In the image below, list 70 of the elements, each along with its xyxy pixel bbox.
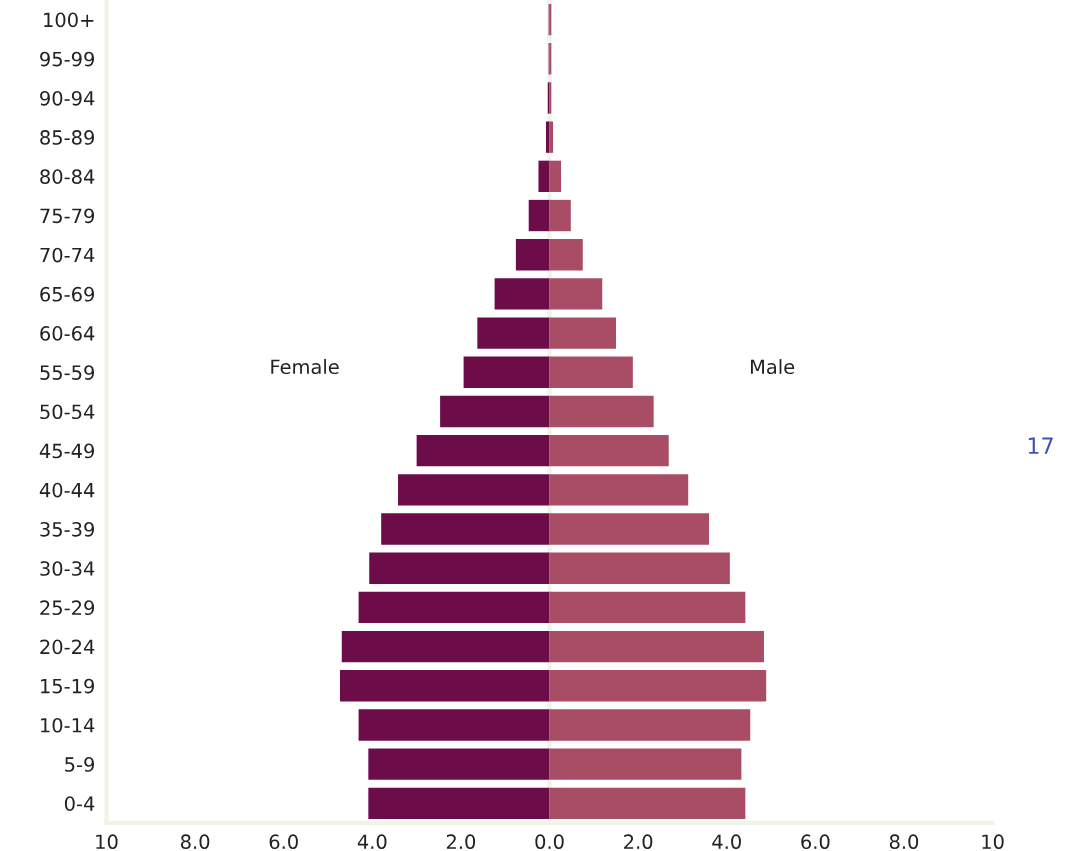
x-tick-label: 10: [96, 834, 118, 850]
bar: [549, 239, 583, 271]
bar: [341, 630, 550, 663]
bar: [549, 670, 767, 702]
y-tick-label: 20-24: [40, 639, 95, 655]
bar: [381, 513, 550, 545]
y-tick-label: 95-99: [40, 51, 95, 67]
bar: [398, 474, 550, 506]
bar: [515, 239, 550, 271]
x-tick-label: 10: [982, 834, 1004, 850]
y-tick-label: 50-54: [40, 404, 95, 420]
x-tick-label: 4.0: [712, 834, 741, 850]
bar: [549, 709, 751, 741]
bar: [368, 748, 550, 780]
y-tick-label: 90-94: [40, 90, 95, 106]
bar: [546, 121, 550, 153]
bar: [549, 474, 689, 506]
x-tick-label: 2.0: [446, 834, 476, 850]
bar: [538, 160, 550, 193]
y-tick-label: 70-74: [40, 247, 95, 263]
x-tick-label: 4.0: [357, 834, 387, 850]
x-tick-label: 2.0: [624, 834, 653, 850]
y-tick-label: 75-79: [40, 208, 95, 224]
y-tick-label: 85-89: [40, 130, 95, 145]
y-tick-label: 10-14: [41, 717, 95, 733]
bar: [549, 395, 654, 428]
bar: [369, 552, 550, 584]
bar: [440, 395, 550, 428]
bar: [549, 787, 746, 819]
bar: [494, 278, 550, 310]
y-tick-label: 25-29: [40, 600, 95, 616]
y-tick-label: 65-69: [40, 286, 95, 302]
y-tick-label: 60-64: [40, 326, 95, 341]
bar: [549, 434, 669, 467]
bar: [477, 317, 550, 349]
bar: [549, 199, 571, 232]
y-tick-label: 15-19: [41, 678, 95, 694]
x-tick-label: 8.0: [180, 834, 210, 850]
y-tick-label: 35-39: [40, 521, 95, 537]
annotation: Female: [271, 359, 339, 375]
bar: [358, 709, 550, 741]
bar: [549, 160, 562, 193]
y-tick-label: 5-9: [65, 757, 95, 772]
y-tick-label: 40-44: [39, 482, 95, 498]
bar: [549, 356, 633, 388]
y-tick-label: 80-84: [40, 169, 95, 184]
bar: [549, 552, 730, 584]
y-tick-label: 55-59: [40, 365, 95, 380]
bar: [528, 199, 550, 232]
bar: [549, 513, 710, 545]
bar: [549, 748, 742, 780]
y-tick-label: 0-4: [64, 796, 95, 811]
bar: [358, 591, 550, 624]
bar: [368, 787, 550, 819]
y-tick-label: 30-34: [40, 561, 95, 576]
bar: [549, 591, 746, 624]
x-tick-label: 6.0: [801, 834, 830, 850]
x-tick-label: 0.0: [535, 834, 564, 850]
bar: [549, 317, 616, 349]
x-tick-label: 8.0: [889, 834, 919, 850]
bar: [463, 356, 550, 388]
bar: [549, 630, 764, 663]
x-tick-label: 6.0: [269, 834, 298, 850]
y-tick-label: 45-49: [39, 443, 95, 459]
text: 17: [1028, 437, 1053, 454]
annotation: Male: [751, 359, 795, 375]
bar: [549, 278, 603, 310]
bar: [416, 434, 550, 467]
bar: [339, 670, 550, 702]
y-tick-label: 100+: [44, 12, 94, 28]
